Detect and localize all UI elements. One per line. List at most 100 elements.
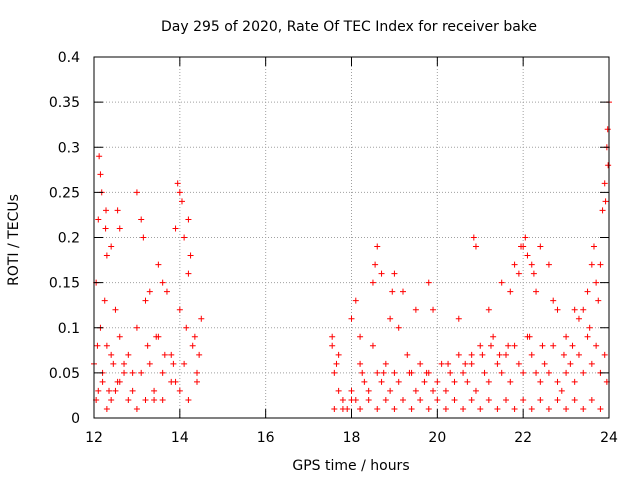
data-point	[541, 360, 548, 367]
data-point	[103, 207, 110, 214]
data-point	[507, 378, 514, 385]
data-point	[554, 396, 561, 403]
data-point	[103, 405, 110, 412]
data-point	[477, 342, 484, 349]
data-point	[485, 378, 492, 385]
data-point	[496, 351, 503, 358]
data-point	[539, 342, 546, 349]
data-point	[151, 396, 158, 403]
data-point	[178, 198, 185, 205]
data-point	[112, 306, 119, 313]
data-point	[176, 387, 183, 394]
y-tick-label: 0.35	[49, 95, 80, 111]
data-point	[108, 351, 115, 358]
data-point	[545, 261, 552, 268]
x-axis-label: GPS time / hours	[292, 458, 409, 474]
data-point	[417, 360, 424, 367]
data-point	[181, 360, 188, 367]
data-point	[481, 369, 488, 376]
data-point	[95, 216, 102, 223]
data-point	[599, 207, 606, 214]
data-point	[142, 297, 149, 304]
data-point	[571, 306, 578, 313]
data-point	[485, 306, 492, 313]
data-point	[584, 333, 591, 340]
data-point	[490, 333, 497, 340]
chart-title: Day 295 of 2020, Rate Of TEC Index for r…	[161, 19, 537, 35]
data-point	[494, 405, 501, 412]
data-point	[183, 324, 190, 331]
data-point	[121, 369, 128, 376]
data-point	[348, 315, 355, 322]
axis-ticks: 0 0.05 0.1 0.15 0.2 0.25 0.3 0.35 0.4 12 14 16 18 20 2…	[49, 50, 618, 446]
data-point	[121, 360, 128, 367]
data-point	[352, 297, 359, 304]
data-point	[584, 288, 591, 295]
data-point	[389, 288, 396, 295]
data-point	[520, 396, 527, 403]
data-point	[524, 252, 531, 259]
y-tick-label: 0.4	[58, 50, 80, 66]
data-point	[116, 333, 123, 340]
data-point	[533, 288, 540, 295]
data-point	[511, 342, 518, 349]
data-point	[445, 360, 452, 367]
data-point	[537, 243, 544, 250]
data-point	[172, 225, 179, 232]
data-point	[601, 180, 608, 187]
data-point	[174, 180, 181, 187]
data-point	[434, 378, 441, 385]
data-point	[498, 279, 505, 286]
data-point	[545, 369, 552, 376]
data-point	[567, 360, 574, 367]
data-point	[462, 360, 469, 367]
data-point	[593, 342, 600, 349]
data-point	[590, 243, 597, 250]
data-point	[339, 405, 346, 412]
data-point	[400, 396, 406, 403]
data-point	[464, 378, 471, 385]
data-point	[194, 378, 200, 385]
data-point	[515, 270, 522, 277]
data-point	[400, 288, 406, 295]
data-point	[198, 315, 205, 322]
data-point	[365, 387, 372, 394]
data-point	[95, 387, 102, 394]
data-point	[374, 405, 381, 412]
data-point	[412, 387, 419, 394]
data-point	[487, 342, 494, 349]
data-point	[460, 369, 467, 376]
data-point	[374, 369, 381, 376]
data-point	[522, 234, 529, 241]
data-point	[380, 369, 387, 376]
data-point	[425, 405, 432, 412]
data-point	[133, 189, 140, 196]
data-point	[588, 360, 595, 367]
data-point	[472, 387, 479, 394]
data-point	[339, 396, 346, 403]
data-point	[470, 234, 477, 241]
x-tick-label: 12	[85, 430, 103, 446]
data-point	[468, 351, 475, 358]
data-point	[387, 387, 394, 394]
x-tick-label: 22	[514, 430, 532, 446]
data-point	[103, 342, 110, 349]
data-point	[597, 261, 604, 268]
data-point	[146, 360, 153, 367]
data-point	[348, 387, 355, 394]
y-tick-label: 0	[71, 411, 80, 427]
data-point	[185, 216, 192, 223]
data-point	[378, 378, 385, 385]
data-point	[485, 396, 492, 403]
data-point	[593, 279, 600, 286]
data-point	[168, 351, 175, 358]
data-point	[528, 405, 535, 412]
data-point	[588, 396, 595, 403]
data-point	[451, 396, 458, 403]
data-point	[438, 360, 445, 367]
data-point	[408, 405, 415, 412]
data-point	[477, 405, 484, 412]
data-point	[505, 342, 512, 349]
data-point	[333, 360, 340, 367]
data-point	[580, 306, 587, 313]
